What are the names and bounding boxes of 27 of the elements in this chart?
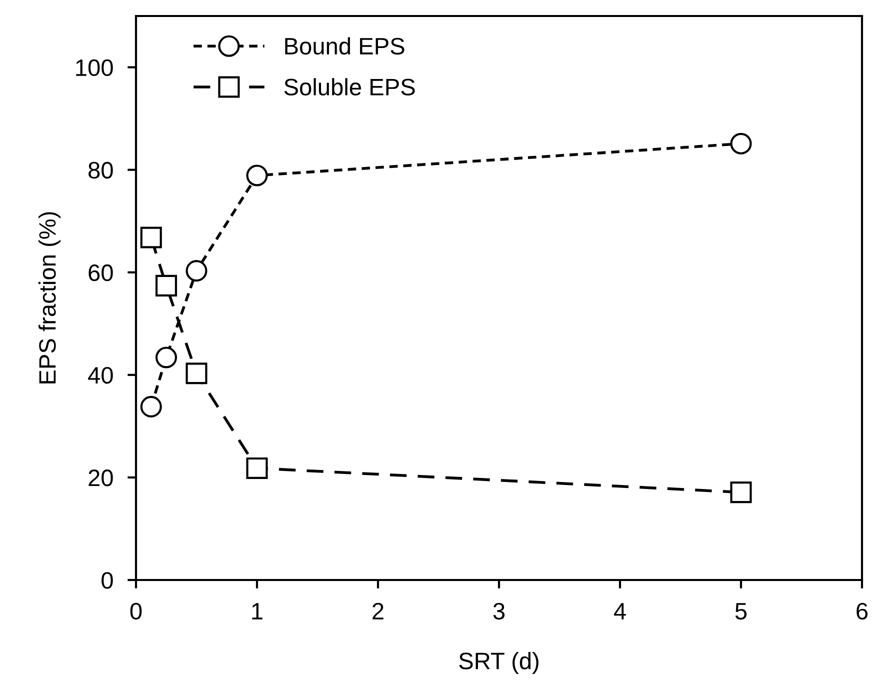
x-axis-title: SRT (d) (459, 652, 538, 674)
x-tick-label: 1 (252, 603, 262, 620)
y-tick-label: 80 (88, 162, 113, 179)
y-tick-label: 40 (88, 366, 113, 384)
point (140, 396, 162, 418)
point (246, 457, 268, 479)
point (246, 164, 268, 186)
point (155, 346, 178, 368)
point (186, 362, 208, 384)
y-tick-label: 20 (88, 470, 113, 486)
point (155, 274, 178, 296)
y-tick-label: 100 (76, 59, 113, 76)
x-tick-label: 3 (493, 602, 505, 620)
x-tick-label: 0 (130, 602, 142, 620)
point (140, 226, 162, 248)
x-tick-label: 5 (735, 603, 747, 620)
point (186, 260, 208, 282)
legend-label: Soluble EPS (284, 78, 415, 96)
x-tick-label: 2 (372, 602, 384, 620)
y-axis-title: EPS fraction (%) (38, 212, 60, 384)
legend-label: Bound EPS (285, 37, 404, 55)
x-tick-label: 4 (614, 603, 626, 620)
point (730, 132, 752, 154)
y-tick-label: 0 (102, 572, 113, 589)
point (730, 482, 752, 504)
y-tick-label: 60 (88, 264, 113, 282)
x-tick-label: 6 (856, 602, 868, 620)
